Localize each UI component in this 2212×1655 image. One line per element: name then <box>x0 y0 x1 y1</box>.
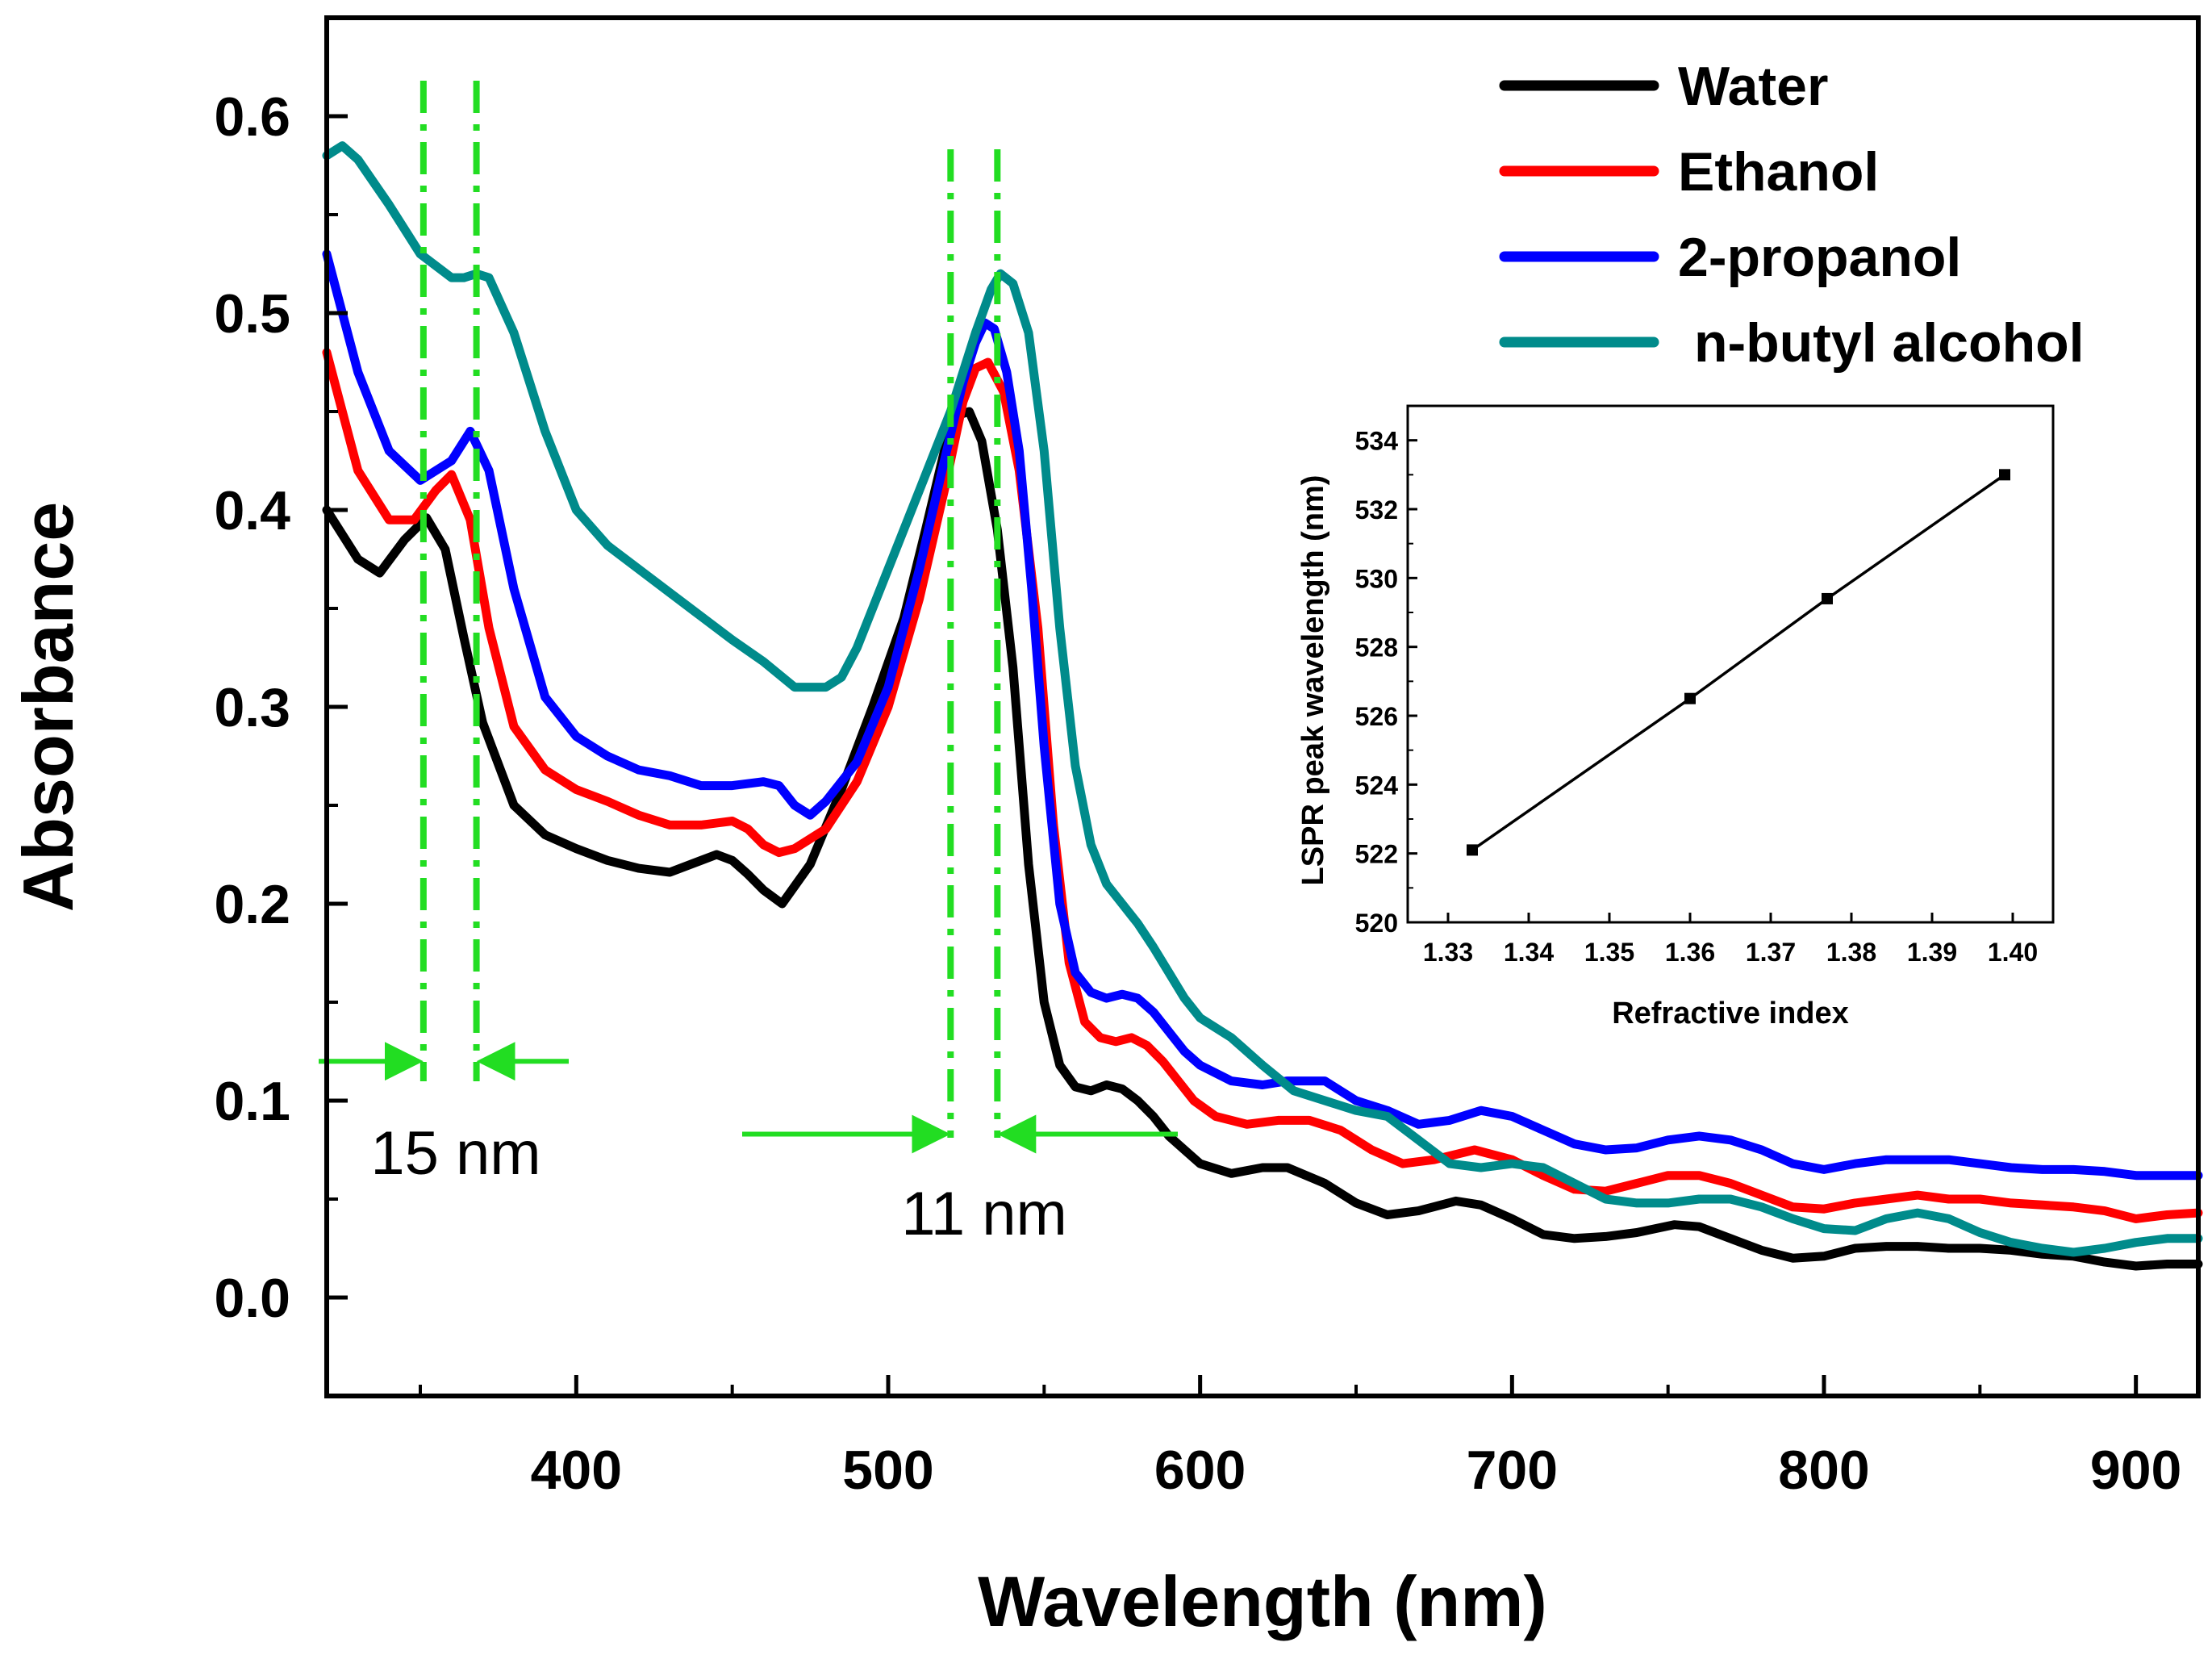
y-tick-label: 0.3 <box>214 677 290 738</box>
x-tick-label: 400 <box>531 1440 622 1501</box>
inset-plot-frame <box>1406 404 2055 924</box>
inset-data-point <box>1684 692 1696 704</box>
inset-y-tick-label: 522 <box>1355 840 1398 869</box>
x-tick-label: 600 <box>1154 1440 1246 1501</box>
main-x-axis-title: Wavelength (nm) <box>978 1561 1547 1641</box>
legend-label-water: Water <box>1678 56 1828 117</box>
annotation-label: 15 nm <box>370 1119 540 1188</box>
inset-y-tick-label: 520 <box>1355 909 1398 938</box>
inset-x-tick-label: 1.33 <box>1423 938 1473 967</box>
y-tick-label: 0.1 <box>214 1071 290 1132</box>
legend-label-2-propanol: 2-propanol <box>1678 227 1961 288</box>
main-plot-frame <box>324 15 2201 1398</box>
main-series-group <box>322 141 2203 1271</box>
legend-label-ethanol: Ethanol <box>1678 141 1879 203</box>
legend: Water Ethanol 2-propanol n-butyl alcohol <box>1499 56 2085 374</box>
series-line-2-propanol <box>322 249 2203 1181</box>
inset-x-ticks: 1.33 1.34 1.35 1.36 1.37 1.38 1.39 1.40 <box>1423 913 2038 967</box>
main-y-ticks: 0.0 0.1 0.2 0.3 0.4 0.5 0.6 <box>214 86 348 1329</box>
inset-x-tick-label: 1.35 <box>1584 938 1634 967</box>
inset-y-axis-title: LSPR peak wavelength (nm) <box>1296 475 1330 886</box>
y-tick-label: 0.5 <box>214 283 290 345</box>
series-line-ethanol <box>322 348 2203 1223</box>
x-tick-label: 800 <box>1778 1440 1869 1501</box>
x-tick-label: 700 <box>1467 1440 1558 1501</box>
inset-y-tick-label: 528 <box>1355 633 1398 662</box>
x-tick-label: 900 <box>2090 1440 2181 1501</box>
inset-y-tick-label: 530 <box>1355 564 1398 593</box>
y-tick-label: 0.4 <box>214 480 290 541</box>
legend-label-n-butyl-alcohol: n-butyl alcohol <box>1694 312 2085 374</box>
inset-x-axis-title: Refractive index <box>1612 997 1849 1030</box>
inset-x-tick-label: 1.36 <box>1665 938 1715 967</box>
inset-x-tick-label: 1.34 <box>1504 938 1554 967</box>
inset-data-point <box>1467 844 1478 856</box>
y-tick-label: 0.2 <box>214 874 290 935</box>
inset-y-ticks: 520 522 524 526 528 530 532 534 <box>1355 427 1417 938</box>
series-line-water <box>322 407 2203 1271</box>
inset-y-tick-label: 524 <box>1355 771 1399 800</box>
inset-data-point <box>1999 469 2010 481</box>
annotation-group: 15 nm 11 nm <box>319 81 1178 1248</box>
inset-y-tick-label: 532 <box>1355 495 1398 525</box>
x-tick-label: 500 <box>842 1440 933 1501</box>
main-x-ticks: 400 500 600 700 800 900 <box>419 1375 2181 1501</box>
inset-fit-line <box>1471 473 2006 851</box>
inset-y-tick-label: 526 <box>1355 702 1398 731</box>
inset-x-tick-label: 1.40 <box>1988 938 2038 967</box>
inset-y-tick-label: 534 <box>1355 427 1399 456</box>
series-line-n-butyl-alcohol <box>322 141 2203 1257</box>
inset-plot: 1.33 1.34 1.35 1.36 1.37 1.38 1.39 1.40 5205225… <box>1296 404 2055 1030</box>
inset-series-group <box>1467 469 2010 856</box>
y-tick-label: 0.0 <box>214 1268 290 1329</box>
inset-x-tick-label: 1.38 <box>1826 938 1876 967</box>
inset-data-point <box>1822 592 1833 604</box>
inset-x-tick-label: 1.39 <box>1907 938 1957 967</box>
main-y-axis-title: Absorbance <box>8 502 88 913</box>
inset-x-tick-label: 1.37 <box>1746 938 1796 967</box>
annotation-label: 11 nm <box>901 1180 1067 1248</box>
y-tick-label: 0.6 <box>214 86 290 148</box>
